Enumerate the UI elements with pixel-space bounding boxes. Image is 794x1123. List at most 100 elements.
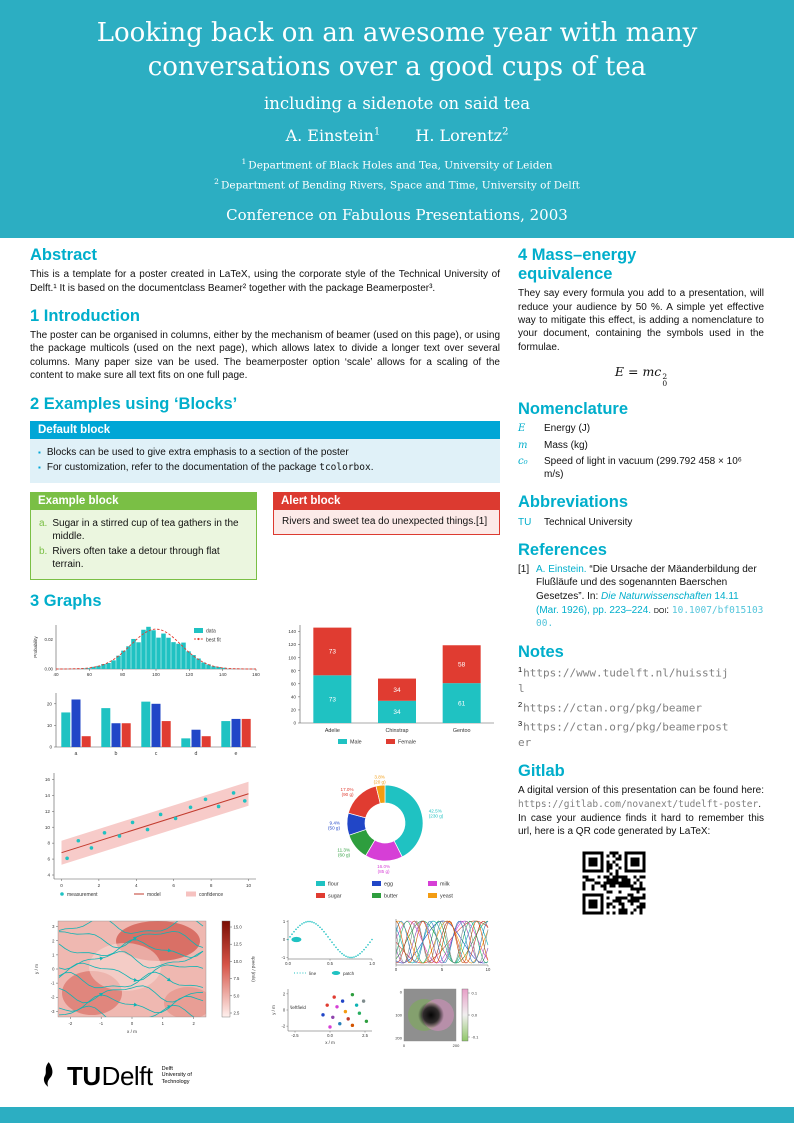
svg-text:3: 3 [52, 924, 55, 929]
svg-text:c: c [155, 751, 158, 757]
svg-text:80: 80 [291, 668, 297, 673]
svg-text:x / m: x / m [127, 1029, 137, 1034]
example-block-body: a. Sugar in a stirred cup of tea gathers… [30, 509, 257, 580]
svg-text:-0.1: -0.1 [472, 1034, 480, 1039]
svg-text:1: 1 [52, 952, 55, 957]
alert-block-body: Rivers and sweet tea do unexpected thing… [273, 509, 500, 535]
bullet-icon: ▪ [38, 463, 41, 473]
svg-text:x / m: x / m [325, 1040, 335, 1045]
formula-emc2: E = mc 2 0 [614, 364, 668, 389]
svg-text:16: 16 [45, 777, 51, 782]
svg-text:34: 34 [393, 687, 401, 694]
svg-text:14: 14 [45, 793, 51, 798]
nomenclature-entry: E Energy (J) [518, 423, 591, 435]
svg-text:0.1: 0.1 [472, 990, 478, 995]
svg-text:sugar: sugar [328, 893, 342, 899]
svg-text:16.0%: 16.0% [377, 864, 390, 869]
svg-text:160: 160 [252, 672, 260, 677]
reference-title: “Die Ursache der Mäanderbildung der Fluß… [536, 563, 757, 602]
svg-text:-3: -3 [51, 1009, 55, 1014]
svg-text:(60 g): (60 g) [338, 852, 350, 857]
reference-entry: [1] A. Einstein. “Die Ursache der Mäande… [518, 563, 764, 632]
note-url[interactable]: https://ctan.org/pkg/beamerposter [518, 720, 729, 749]
svg-text:6: 6 [172, 883, 175, 888]
svg-text:2: 2 [52, 938, 55, 943]
svg-text:confidence: confidence [199, 892, 223, 898]
svg-text:60: 60 [87, 672, 93, 677]
notes-section: Notes 1https://www.tudelft.nl/huisstijl … [518, 643, 764, 750]
svg-text:0: 0 [293, 720, 296, 725]
abbreviations-section: Abbreviations TU Technical University [518, 493, 764, 528]
small-charts-grid: 0.0 0.5 1.0 -1 0 1 line patch 0 5 10 \leftfield -2… [270, 915, 494, 1051]
chart-stack: 40 60 80 100 120 140 160 0.00 0.02 Probability dat… [30, 619, 260, 759]
svg-text:10: 10 [246, 883, 252, 888]
chart-row-2: 0 2 4 6 8 10 4 6 8 10 12 14 16 measurement model confid… [30, 767, 500, 907]
svg-text:10: 10 [47, 723, 53, 728]
doi-link[interactable]: 10.1007/bf01510300. [536, 604, 764, 630]
svg-text:2: 2 [283, 991, 286, 996]
svg-text:-1: -1 [51, 980, 55, 985]
svg-text:40: 40 [53, 672, 59, 677]
svg-text:120: 120 [185, 672, 193, 677]
svg-text:b: b [115, 751, 118, 757]
graphs-section: 3 Graphs 40 60 80 100 120 140 160 0.00 0.02 Proba… [30, 592, 500, 1051]
svg-text:58: 58 [458, 661, 466, 668]
svg-text:2.5: 2.5 [362, 1033, 368, 1038]
svg-text:patch: patch [343, 971, 355, 976]
svg-text:80: 80 [120, 672, 126, 677]
heading-graphs: 3 Graphs [30, 591, 102, 610]
mass-energy-text: They say every formula you add to a pres… [518, 288, 764, 353]
svg-text:butter: butter [384, 893, 398, 899]
histogram-chart: 40 60 80 100 120 140 160 0.00 0.02 Probability dat… [33, 624, 260, 677]
svg-text:12.5: 12.5 [234, 941, 243, 946]
gitlab-url[interactable]: https://gitlab.com/novanext/tudelft-post… [518, 798, 759, 810]
sine-line-chart: 0.0 0.5 1.0 -1 0 1 line patch [281, 919, 375, 976]
qr-code [578, 846, 650, 919]
default-block-body: ▪ Blocks can be used to give extra empha… [30, 438, 500, 483]
svg-text:8: 8 [210, 883, 213, 888]
svg-text:0.0: 0.0 [472, 1012, 478, 1017]
tcolorbox-code: tcolorbox [319, 462, 371, 474]
svg-text:flour: flour [328, 881, 339, 887]
authors-line: A. Einstein1 H. Lorentz2 [46, 126, 748, 145]
svg-text:0.0: 0.0 [327, 1033, 333, 1038]
penguin-stacked-bar-chart: 0 20 40 60 80 100 120 140 73 73 Adelie 34 34 Chinstra… [288, 624, 494, 745]
affiliation-1: 1 Department of Black Holes and Tea, Univ… [241, 156, 553, 172]
svg-text:Adelie: Adelie [325, 728, 340, 734]
conference-line: Conference on Fabulous Presentations, 20… [226, 206, 568, 225]
svg-text:3.8%: 3.8% [374, 774, 384, 779]
chart-row-1: 40 60 80 100 120 140 160 0.00 0.02 Probability dat… [30, 619, 500, 759]
reference-number: [1] [518, 563, 530, 575]
default-block-title: Default block [30, 420, 500, 439]
leftfield-scatter-chart: \leftfield -2.5 0.0 2.5 x / m -2 0 2 y / m [271, 988, 372, 1045]
examples-section: 2 Examples using ‘Blocks’ Default block … [30, 395, 500, 580]
poster-title: Looking back on an awesome year with man… [96, 18, 698, 83]
svg-text:4: 4 [135, 883, 138, 888]
heading-nomenclature: Nomenclature [518, 399, 629, 418]
svg-text:100: 100 [395, 1012, 402, 1017]
svg-text:2: 2 [192, 1021, 195, 1026]
svg-text:1: 1 [283, 919, 286, 924]
svg-text:-1: -1 [99, 1021, 103, 1026]
svg-text:73: 73 [329, 648, 337, 655]
svg-text:0: 0 [400, 989, 403, 994]
heading-notes: Notes [518, 643, 564, 662]
note-url[interactable]: https://www.tudelft.nl/huisstijl [518, 667, 729, 696]
example-block-title: Example block [30, 491, 257, 510]
svg-text:0.00: 0.00 [44, 666, 53, 671]
svg-text:8: 8 [47, 841, 50, 846]
mass-energy-section: 4 Mass–energy equivalence They say every… [518, 246, 764, 388]
svg-text:0: 0 [60, 883, 63, 888]
example-block: Example block a. Sugar in a stirred cup … [30, 491, 257, 580]
svg-text:-2.5: -2.5 [291, 1033, 299, 1038]
svg-text:(50 g): (50 g) [328, 825, 340, 830]
note-url[interactable]: https://ctan.org/pkg/beamer [523, 701, 702, 715]
svg-text:100: 100 [152, 672, 160, 677]
regression-scatter-chart: 0 2 4 6 8 10 4 6 8 10 12 14 16 measurement model confid… [45, 772, 256, 898]
svg-text:0: 0 [131, 1021, 134, 1026]
note-item: 3https://ctan.org/pkg/beamerposter [518, 718, 729, 749]
footer-bar [0, 1107, 794, 1123]
chart-row-3: 2.5 5.0 7.5 10.0 12.5 15.0 speed / (m/s) -2 -1 0 1… [30, 915, 500, 1051]
svg-text:1.0: 1.0 [369, 961, 375, 966]
svg-text:best fit: best fit [206, 637, 221, 643]
